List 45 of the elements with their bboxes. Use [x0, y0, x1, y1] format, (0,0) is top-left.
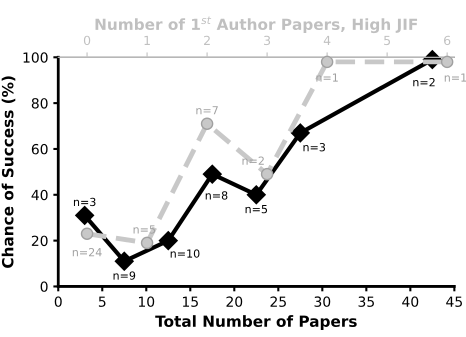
annotation: n=5	[134, 225, 156, 234]
point	[158, 231, 178, 250]
x-axis-title: Total Number of Papers	[155, 315, 357, 330]
point	[202, 164, 222, 184]
x-tick-label: 45	[446, 296, 462, 307]
x2-tick-label: 3	[264, 36, 270, 46]
x-tick-label: 35	[358, 296, 374, 307]
x-tick-label: 5	[98, 296, 106, 307]
y-tick-label: 0	[40, 281, 48, 292]
annotation: n=24	[72, 248, 102, 256]
annotation: n=9	[114, 271, 136, 280]
y-axis-title: Chance of Success (%)	[2, 76, 16, 268]
annotation: n=7	[196, 106, 218, 114]
y-tick-label: 60	[32, 144, 48, 154]
annotation: n=8	[206, 191, 228, 200]
y-tick-label: 80	[32, 98, 48, 109]
x2-tick-label: 1	[144, 36, 150, 45]
annotation: n=10	[170, 249, 200, 258]
annotation: n=2	[413, 78, 435, 86]
annotation: n=3	[304, 143, 326, 152]
x2-axis-title: Number of 1$^{st}$ Author Papers, High JIF	[96, 16, 418, 34]
annotation: n=3	[74, 198, 96, 206]
x2-tick-label: 5	[384, 36, 390, 46]
annotation: n=2	[242, 156, 264, 165]
x-tick-label: 0	[54, 296, 62, 307]
x-tick-label: 20	[226, 296, 242, 307]
y-tick-label: 20	[32, 236, 48, 246]
x-tick-label: 40	[402, 296, 418, 307]
annotation: n=1	[444, 74, 466, 82]
point	[290, 123, 310, 142]
point	[114, 252, 134, 271]
x-tick-label: 10	[138, 296, 154, 307]
annotation: n=1	[316, 74, 338, 82]
x2-tick-label: 0	[84, 36, 90, 46]
y-tick-label: 100	[24, 52, 48, 63]
x2-tick-label: 2	[204, 36, 210, 45]
annotation: n=5	[246, 205, 268, 214]
x-tick-label: 25	[270, 296, 286, 307]
x-tick-label: 30	[314, 296, 330, 307]
x2-tick-label: 6	[444, 36, 450, 46]
y-tick-label: 40	[32, 190, 48, 200]
point	[246, 185, 266, 204]
x-tick-label: 15	[182, 296, 198, 307]
point	[75, 206, 94, 225]
x2-tick-label: 4	[324, 36, 330, 45]
